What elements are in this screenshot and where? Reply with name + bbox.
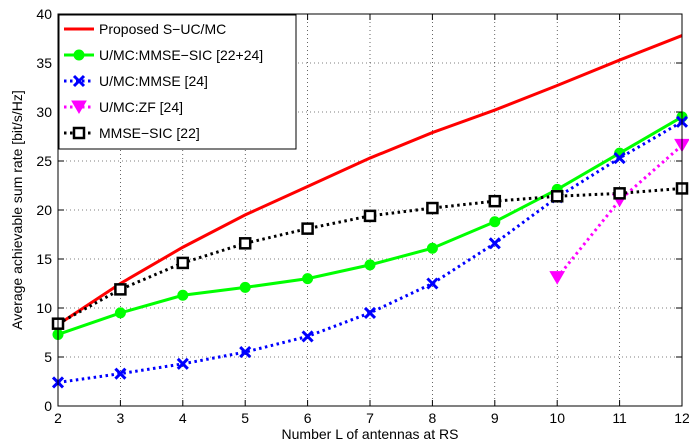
y-tick-label: 35: [36, 55, 52, 71]
x-tick-label: 7: [366, 410, 374, 426]
data-point: [238, 237, 252, 250]
legend-label: U/MC:MMSE−SIC [22+24]: [99, 47, 263, 63]
y-tick-label: 5: [44, 349, 52, 365]
data-point: [426, 242, 438, 254]
data-point: [114, 367, 127, 380]
axis-ticks: 2 3 4 5 6 7 8 9 10 11 12 0 5 10 15 20 25 30 35 40: [36, 6, 689, 426]
x-tick-label: 5: [241, 410, 249, 426]
x-tick-label: 8: [429, 410, 437, 426]
data-point: [114, 307, 126, 319]
data-point: [426, 277, 439, 290]
series-line: [57, 115, 683, 336]
y-tick-label: 40: [36, 6, 52, 22]
x-tick-label: 10: [549, 410, 565, 426]
data-point: [176, 357, 189, 370]
data-point: [114, 283, 127, 296]
legend-marker: [71, 100, 87, 114]
y-tick-label: 25: [36, 153, 52, 169]
y-tick-label: 10: [36, 300, 52, 316]
x-axis-title: Number L of antennas at RS: [282, 426, 459, 442]
x-tick-label: 3: [117, 410, 125, 426]
data-point: [301, 222, 314, 235]
legend-box: [58, 14, 297, 150]
x-tick-label: 2: [54, 410, 62, 426]
legend-item: U/MC:ZF [24]: [64, 99, 183, 115]
data-point: [239, 281, 251, 293]
x-tick-label: 12: [674, 410, 689, 426]
series-layer: [51, 34, 689, 389]
data-point: [239, 346, 252, 359]
series-line: [57, 34, 683, 326]
legend: Proposed S−UC/MC U/MC:MMSE−SIC [22+24] U/M…: [58, 14, 297, 150]
legend-marker: [73, 49, 85, 61]
legend-item: MMSE−SIC [22]: [64, 125, 200, 141]
data-point: [301, 330, 314, 343]
series-0: [57, 34, 683, 326]
data-point: [613, 151, 626, 165]
y-tick-label: 0: [44, 398, 52, 414]
series-line: [57, 120, 683, 384]
legend-label: Proposed S−UC/MC: [99, 21, 226, 37]
legend-label: U/MC:ZF [24]: [99, 99, 183, 115]
data-point: [488, 194, 502, 208]
data-point: [426, 201, 439, 215]
legend-marker: [72, 74, 86, 88]
y-tick-label: 15: [36, 251, 52, 267]
data-point: [364, 259, 376, 271]
data-point: [489, 216, 501, 228]
data-point: [176, 256, 190, 270]
data-point: [550, 190, 564, 203]
y-tick-label: 30: [36, 104, 52, 120]
data-point: [363, 306, 377, 319]
x-tick-label: 11: [612, 410, 627, 426]
data-point: [488, 237, 501, 250]
y-axis-title: Average achievable sum rate [bit/s/Hz]: [9, 90, 25, 329]
legend-label: MMSE−SIC [22]: [99, 125, 200, 141]
legend-item: Proposed S−UC/MC: [64, 21, 226, 37]
data-point: [613, 187, 626, 200]
series-3: [549, 138, 689, 285]
series-line: [556, 144, 683, 279]
y-tick-label: 20: [36, 202, 52, 218]
x-tick-label: 4: [179, 410, 187, 426]
data-point: [302, 273, 314, 285]
legend-label: U/MC:MMSE [24]: [99, 73, 208, 89]
legend-item: U/MC:MMSE [24]: [64, 73, 208, 89]
data-point: [549, 271, 566, 285]
legend-item: U/MC:MMSE−SIC [22+24]: [64, 47, 263, 63]
data-point: [363, 209, 377, 223]
x-tick-label: 9: [491, 410, 499, 426]
x-tick-label: 6: [304, 410, 312, 426]
legend-marker: [72, 126, 86, 140]
data-point: [177, 289, 189, 301]
